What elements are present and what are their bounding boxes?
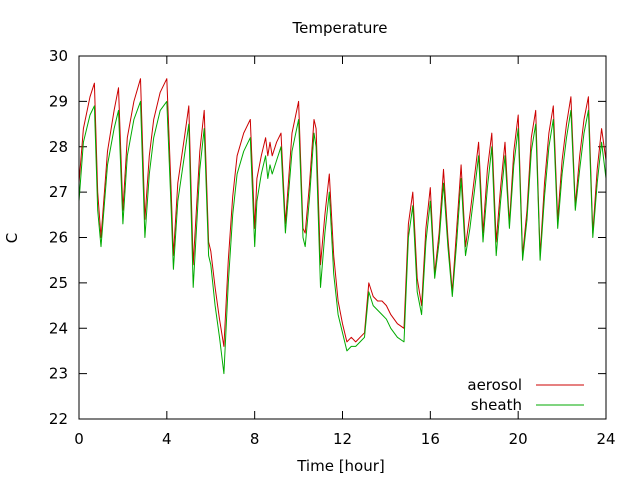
plot-frame (78, 55, 607, 420)
legend-label: sheath (471, 396, 522, 414)
y-tick-label: 22 (49, 410, 68, 428)
y-tick-label: 28 (49, 138, 68, 156)
x-tick-label: 24 (596, 430, 615, 448)
x-tick-label: 16 (421, 430, 440, 448)
y-tick-label: 29 (49, 92, 68, 110)
x-tick-label: 20 (509, 430, 528, 448)
x-axis-label: Time [hour] (296, 457, 385, 475)
y-tick-label: 30 (49, 47, 68, 65)
legend: aerosol sheath (467, 376, 584, 414)
y-tick-label: 23 (49, 365, 68, 383)
y-tick-label: 27 (49, 183, 68, 201)
x-tick-label: 4 (162, 430, 172, 448)
y-tick-label: 25 (49, 274, 68, 292)
series-line-sheath (78, 100, 607, 375)
axis-ticks: 22 23 24 25 26 27 28 29 30 0 4 8 12 16 20 24 (49, 47, 616, 448)
y-tick-label: 24 (49, 319, 68, 337)
legend-label: aerosol (467, 376, 522, 394)
chart-title: Temperature (291, 19, 387, 37)
y-tick-label: 26 (49, 229, 68, 247)
y-axis-label: C (3, 233, 21, 243)
x-tick-label: 8 (250, 430, 260, 448)
x-tick-label: 12 (333, 430, 352, 448)
x-tick-label: 0 (74, 430, 84, 448)
series-lines (78, 78, 607, 375)
